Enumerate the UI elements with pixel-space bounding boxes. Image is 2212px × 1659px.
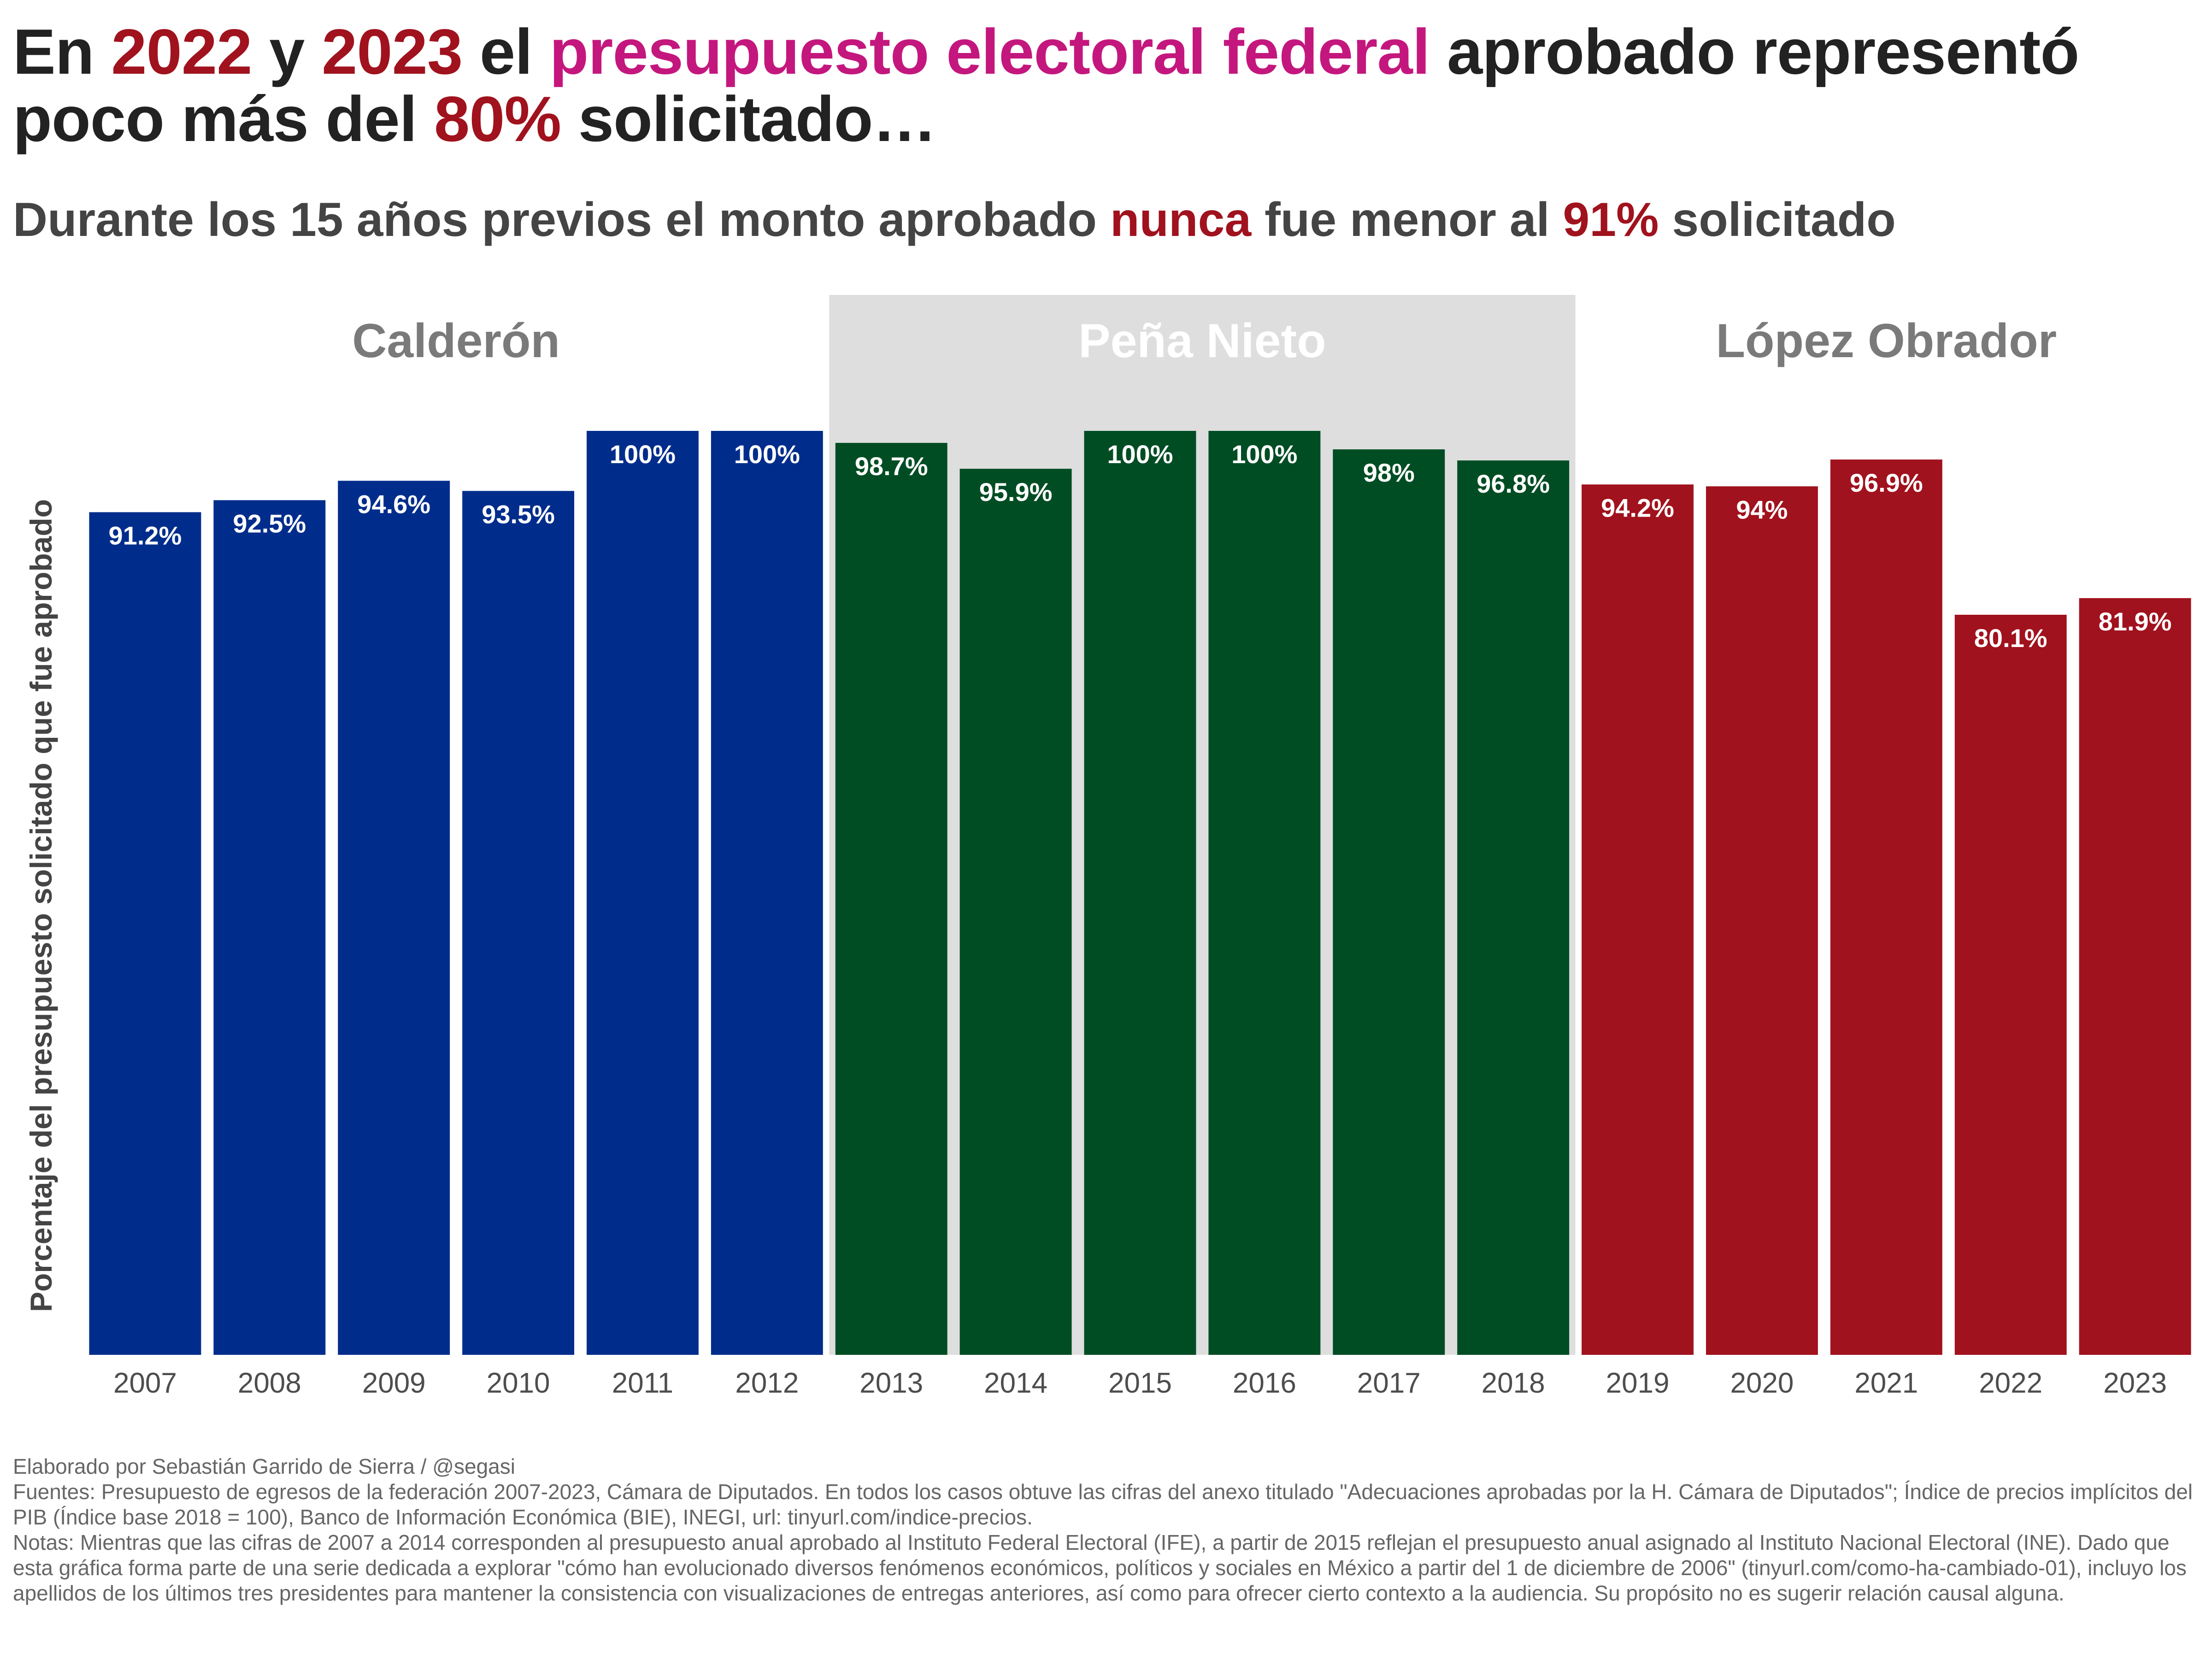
bar-chart: Calderón Peña Nieto López Obrador 91.2% 2007… [24,295,2191,1399]
period-band [829,295,1576,1355]
bar [89,512,201,1355]
x-tick-label: 2007 [113,1367,177,1399]
data-label: 94% [1736,495,1788,524]
period-label: Peña Nieto [1078,314,1326,368]
bar [1084,431,1196,1355]
data-label: 91.2% [109,521,182,550]
subtitle-part: solicitado [1659,193,1896,247]
footer: Elaborado por Sebastián Garrido de Sierr… [13,1454,2197,1606]
data-label: 98.7% [855,452,928,481]
data-label: 95.9% [979,477,1053,506]
bar [1830,459,1942,1355]
chart-title: En 2022 y 2023 el presupuesto electoral … [13,18,2197,153]
bar [1706,486,1818,1355]
subtitle-part: nunca [1110,193,1252,247]
title-part: solicitado… [561,83,937,155]
x-tick-label: 2022 [1979,1367,2042,1399]
chart-subtitle: Durante los 15 años previos el monto apr… [13,194,2197,246]
x-tick-label: 2019 [1606,1367,1670,1399]
data-label: 98% [1363,458,1415,487]
bar [1954,614,2067,1355]
data-label: 94.2% [1601,493,1674,522]
bar [1582,484,1694,1355]
bar [1208,431,1321,1355]
period-label: Calderón [352,314,560,368]
notes-text: Notas: Mientras que las cifras de 2007 a… [13,1530,2187,1605]
bar [1333,449,1445,1355]
bar [959,469,1072,1355]
x-tick-label: 2014 [984,1367,1047,1399]
data-label: 92.5% [233,509,306,538]
title-part: 2022 [111,16,252,88]
x-tick-label: 2009 [362,1367,426,1399]
data-label: 100% [734,440,800,469]
x-tick-label: 2012 [735,1367,799,1399]
sources-text: Fuentes: Presupuesto de egresos de la fe… [13,1480,2193,1529]
x-tick-label: 2018 [1482,1367,1545,1399]
x-tick-label: 2013 [859,1367,923,1399]
data-label: 93.5% [482,500,555,529]
x-tick-label: 2017 [1357,1367,1421,1399]
bar [2079,598,2191,1355]
x-tick-label: 2010 [487,1367,550,1399]
title-part: aprobado representó poco más del [13,16,2079,155]
x-tick-label: 2020 [1730,1367,1794,1399]
period-label: López Obrador [1716,314,2057,368]
title-part: En [13,16,112,88]
title-part: 2023 [322,16,463,88]
bar [587,431,699,1355]
title-part: el [462,16,550,88]
x-tick-label: 2011 [612,1367,673,1399]
x-tick-label: 2021 [1854,1367,1918,1399]
data-label: 96.8% [1477,469,1550,498]
y-axis-label: Porcentaje del presupuesto solicitado qu… [24,499,58,1312]
title-part: presupuesto electoral federal [549,16,1430,88]
x-tick-label: 2016 [1233,1367,1296,1399]
bar [338,481,450,1355]
title-part: y [252,16,322,88]
credit-text: Elaborado por Sebastián Garrido de Sierr… [13,1454,515,1478]
bar [835,443,947,1355]
data-label: 94.6% [357,489,430,518]
bar [462,491,575,1355]
data-label: 96.9% [1850,468,1923,497]
title-part: 80% [434,83,561,155]
data-label: 80.1% [1974,624,2047,653]
bar [1457,460,1570,1355]
data-label: 81.9% [2099,607,2172,636]
data-label: 100% [610,440,676,469]
bar [711,431,823,1355]
subtitle-part: Durante los 15 años previos el monto apr… [13,193,1110,247]
bar [213,500,326,1355]
subtitle-part: fue menor al [1251,193,1563,247]
subtitle-part: 91% [1563,193,1659,247]
x-tick-label: 2015 [1108,1367,1172,1399]
x-tick-label: 2023 [2103,1367,2167,1399]
data-label: 100% [1107,440,1173,469]
x-tick-label: 2008 [238,1367,301,1399]
data-label: 100% [1231,440,1297,469]
